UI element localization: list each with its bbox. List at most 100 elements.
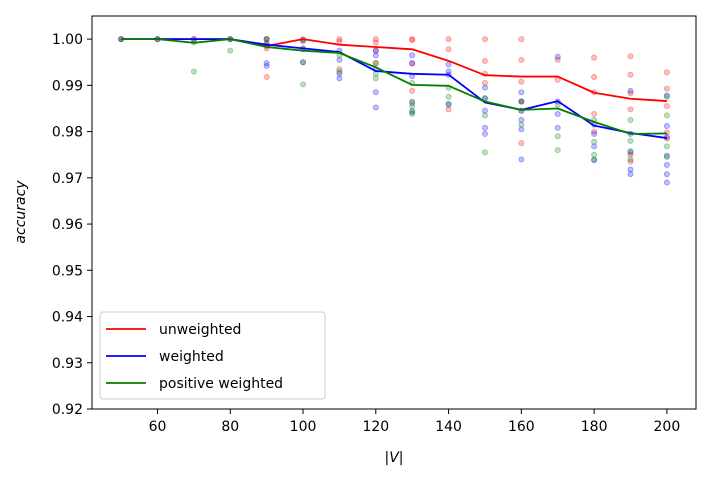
scatter-point — [554, 56, 561, 63]
y-tick-label: 0.94 — [52, 310, 83, 326]
scatter-point — [372, 39, 379, 46]
scatter-point — [518, 89, 525, 96]
x-tick-label: 140 — [435, 419, 462, 435]
scatter-point — [663, 161, 670, 168]
scatter-point — [481, 57, 488, 64]
scatter-point — [372, 47, 379, 54]
scatter-point — [627, 90, 634, 97]
scatter-point — [554, 53, 561, 60]
scatter-point — [663, 123, 670, 130]
scatter-point — [518, 156, 525, 163]
scatter-point — [591, 156, 598, 163]
scatter-point — [481, 130, 488, 137]
scatter-point — [263, 74, 270, 81]
scatter-point — [409, 107, 416, 114]
scatter-point — [336, 68, 343, 75]
scatter-point — [190, 68, 197, 75]
scatter-point — [300, 81, 307, 88]
scatter-point — [372, 36, 379, 43]
scatter-point — [481, 107, 488, 114]
scatter-point — [518, 121, 525, 128]
scatter-point — [627, 158, 634, 165]
scatter-point — [663, 92, 670, 99]
scatter-point — [554, 124, 561, 131]
scatter-point — [591, 74, 598, 81]
y-axis-label: accuracy — [13, 180, 29, 244]
scatter-point — [445, 101, 452, 108]
scatter-point — [591, 128, 598, 135]
legend-label: weighted — [159, 349, 224, 365]
scatter-point — [663, 179, 670, 186]
legend: unweighted weighted positive weighted — [99, 311, 326, 400]
scatter-point — [663, 152, 670, 159]
scatter-point — [591, 54, 598, 61]
scatter-point — [372, 104, 379, 111]
scatter-point — [409, 52, 416, 59]
scatter-point — [409, 99, 416, 106]
scatter-point — [409, 37, 416, 44]
scatter-point — [481, 80, 488, 87]
scatter-point — [263, 36, 270, 43]
scatter-point — [663, 154, 670, 161]
scatter-point — [300, 59, 307, 66]
scatter-point — [627, 156, 634, 163]
scatter-point — [481, 112, 488, 119]
y-tick-label: 0.97 — [52, 171, 83, 187]
scatter-point — [518, 78, 525, 85]
scatter-point — [627, 151, 634, 158]
scatter-point — [627, 106, 634, 113]
y-tick-label: 0.96 — [52, 217, 83, 233]
scatter-point — [591, 157, 598, 164]
scatter-point — [445, 61, 452, 68]
scatter-point — [445, 106, 452, 113]
scatter-point — [554, 133, 561, 140]
y-tick-label: 0.99 — [52, 78, 83, 94]
scatter-point — [554, 147, 561, 154]
x-tick-label: 120 — [362, 419, 389, 435]
scatter-point — [336, 66, 343, 73]
y-tick-label: 0.95 — [52, 263, 83, 279]
scatter-point — [518, 36, 525, 43]
scatter-point — [481, 149, 488, 156]
scatter-point — [336, 75, 343, 82]
scatter-point — [372, 52, 379, 59]
scatter-layer — [118, 36, 670, 186]
scatter-point — [372, 60, 379, 67]
scatter-point — [627, 117, 634, 124]
scatter-point — [409, 109, 416, 116]
scatter-point — [663, 69, 670, 76]
line-layer — [121, 38, 668, 139]
scatter-point — [263, 36, 270, 43]
scatter-point — [627, 148, 634, 155]
scatter-point — [591, 151, 598, 158]
x-axis-label: |V| — [384, 450, 403, 466]
scatter-point — [518, 140, 525, 147]
scatter-point — [481, 124, 488, 131]
scatter-point — [263, 60, 270, 67]
scatter-point — [663, 171, 670, 178]
x-tick-label: 100 — [290, 419, 317, 435]
scatter-point — [445, 36, 452, 43]
scatter-point — [663, 93, 670, 100]
scatter-point — [627, 87, 634, 94]
x-tick-label: 160 — [508, 419, 535, 435]
scatter-point — [591, 138, 598, 145]
scatter-point — [409, 60, 416, 67]
scatter-point — [372, 60, 379, 67]
x-axis: 60 80 100 120 140 160 180 200 — [149, 409, 680, 435]
scatter-point — [518, 117, 525, 124]
scatter-point — [627, 71, 634, 78]
scatter-point — [554, 101, 561, 108]
scatter-point — [372, 89, 379, 96]
scatter-point — [372, 47, 379, 54]
scatter-point — [336, 38, 343, 45]
scatter-point — [627, 171, 634, 178]
plot-frame — [91, 15, 697, 410]
x-tick-label: 180 — [581, 419, 608, 435]
scatter-point — [554, 111, 561, 118]
scatter-point — [591, 143, 598, 150]
scatter-point — [518, 126, 525, 133]
scatter-point — [445, 93, 452, 100]
series-line-weighted — [121, 38, 668, 139]
